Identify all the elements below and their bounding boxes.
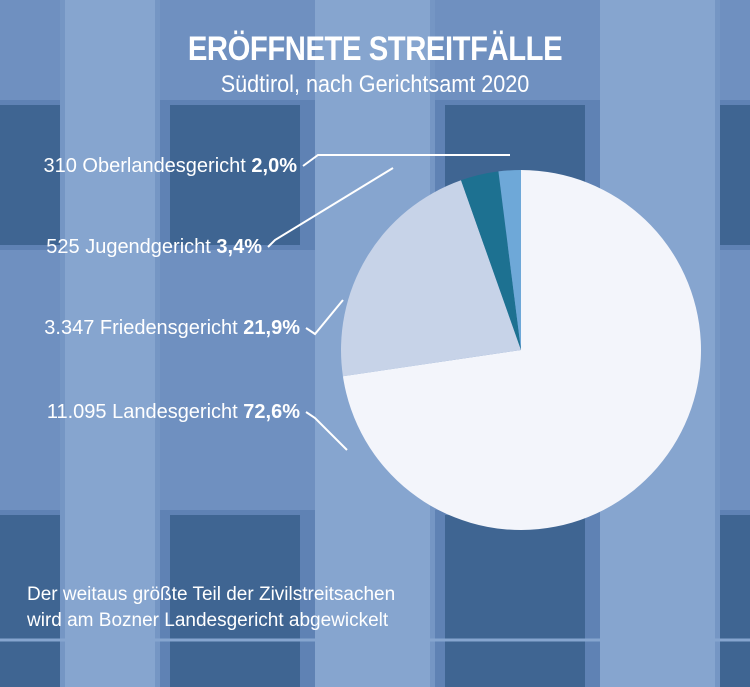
- leader-line-friedensgericht: [305, 299, 344, 336]
- footnote-line-1: Der weitaus größte Teil der Zivilstreits…: [27, 584, 396, 605]
- pie-slice-jugendgericht: [461, 171, 521, 350]
- slice-label-text: 525 Jugendgericht: [46, 236, 216, 258]
- leader-line-landesgericht: [305, 411, 348, 451]
- footnote-line-2: wird am Bozner Landesgericht abgewickelt: [27, 610, 389, 631]
- slice-label-percent: 3,4%: [216, 236, 262, 258]
- pie-slice-friedensgericht: [341, 180, 521, 377]
- chart-title: ERÖFFNETE STREITFÄLLE: [187, 30, 563, 68]
- slice-label-jugendgericht: 525 Jugendgericht 3,4%: [46, 236, 262, 258]
- slice-label-percent: 2,0%: [251, 155, 297, 177]
- leader-line-jugendgericht: [267, 167, 394, 248]
- slice-label-text: 310 Oberlandesgericht: [43, 155, 251, 177]
- slice-label-friedensgericht: 3.347 Friedensgericht 21,9%: [44, 317, 300, 339]
- pie-slice-landesgericht: [342, 170, 701, 530]
- chart-subtitle: Südtirol, nach Gerichtsamt 2020: [220, 71, 530, 98]
- leader-line-oberlandesgericht: [302, 154, 510, 167]
- slice-label-landesgericht: 11.095 Landesgericht 72,6%: [47, 401, 300, 423]
- slice-label-text: 11.095 Landesgericht: [47, 401, 243, 423]
- slice-label-percent: 21,9%: [243, 317, 300, 339]
- slice-label-text: 3.347 Friedensgericht: [44, 317, 243, 339]
- slice-label-oberlandesgericht: 310 Oberlandesgericht 2,0%: [43, 155, 297, 177]
- pie-slice-oberlandesgericht: [498, 170, 521, 350]
- footnote: Der weitaus größte Teil der Zivilstreits…: [27, 582, 467, 634]
- slice-label-percent: 72,6%: [243, 401, 300, 423]
